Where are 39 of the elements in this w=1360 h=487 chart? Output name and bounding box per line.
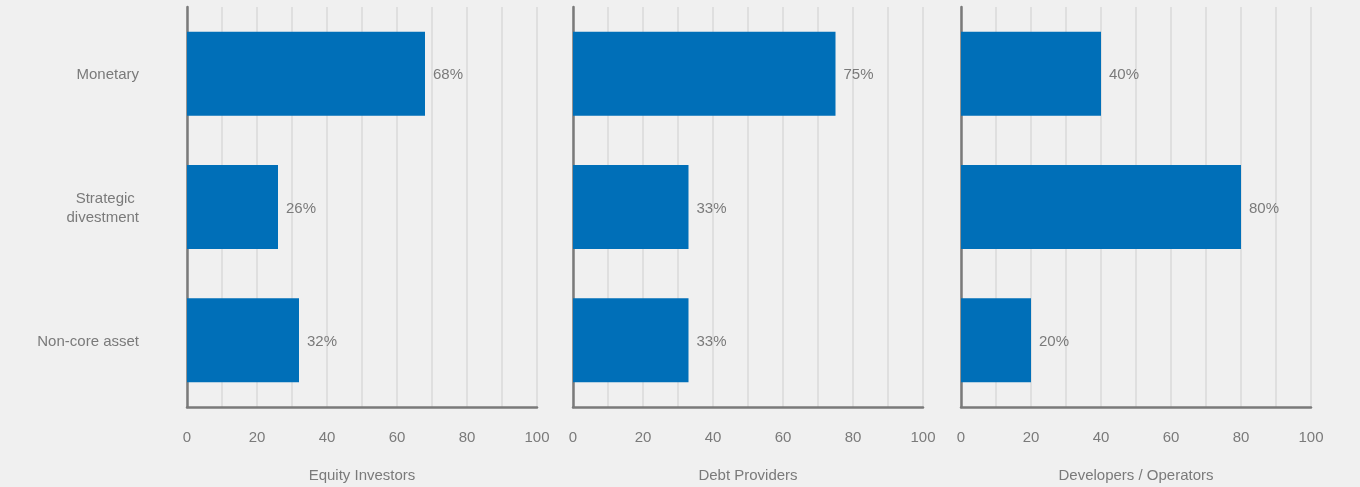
data-label: 33% [696, 198, 727, 216]
data-label: 32% [307, 331, 338, 349]
data-label: 40% [1109, 65, 1140, 83]
y-tick-label: Monetary [76, 65, 140, 83]
x-tick-label: 100 [1298, 428, 1324, 445]
x-axis-title: Developers / Operators [1058, 466, 1214, 483]
x-tick-label: 60 [1162, 428, 1180, 445]
data-label: 20% [1039, 331, 1070, 349]
x-tick-label: 0 [568, 428, 578, 445]
x-tick-label: 60 [388, 428, 406, 445]
x-tick-label: 40 [1092, 428, 1110, 445]
data-label: 80% [1249, 198, 1280, 216]
x-tick-label: 80 [844, 428, 862, 445]
y-tick-label: Non-core asset [37, 331, 140, 349]
x-tick-label: 0 [956, 428, 966, 445]
x-tick-label: 40 [318, 428, 336, 445]
bar [187, 31, 425, 116]
x-tick-label: 20 [248, 428, 266, 445]
bar [187, 298, 299, 383]
x-tick-label: 20 [634, 428, 652, 445]
bar [187, 165, 278, 249]
x-axis-title: Debt Providers [698, 466, 798, 483]
x-tick-label: 40 [704, 428, 722, 445]
x-tick-label: 80 [1232, 428, 1250, 445]
x-tick-label: 100 [524, 428, 550, 445]
x-tick-label: 20 [1022, 428, 1040, 445]
bar [961, 165, 1241, 249]
x-tick-label: 60 [774, 428, 792, 445]
data-label: 33% [696, 331, 727, 349]
x-tick-label: 80 [458, 428, 476, 445]
data-label: 26% [286, 198, 317, 216]
bar [961, 31, 1101, 116]
x-tick-label: 100 [910, 428, 936, 445]
bar [961, 298, 1031, 383]
x-axis-title: Equity Investors [308, 466, 416, 483]
data-label: 68% [433, 65, 464, 83]
x-tick-label: 0 [182, 428, 192, 445]
data-label: 75% [843, 65, 874, 83]
y-tick-label: Strategic divestment [66, 189, 140, 225]
